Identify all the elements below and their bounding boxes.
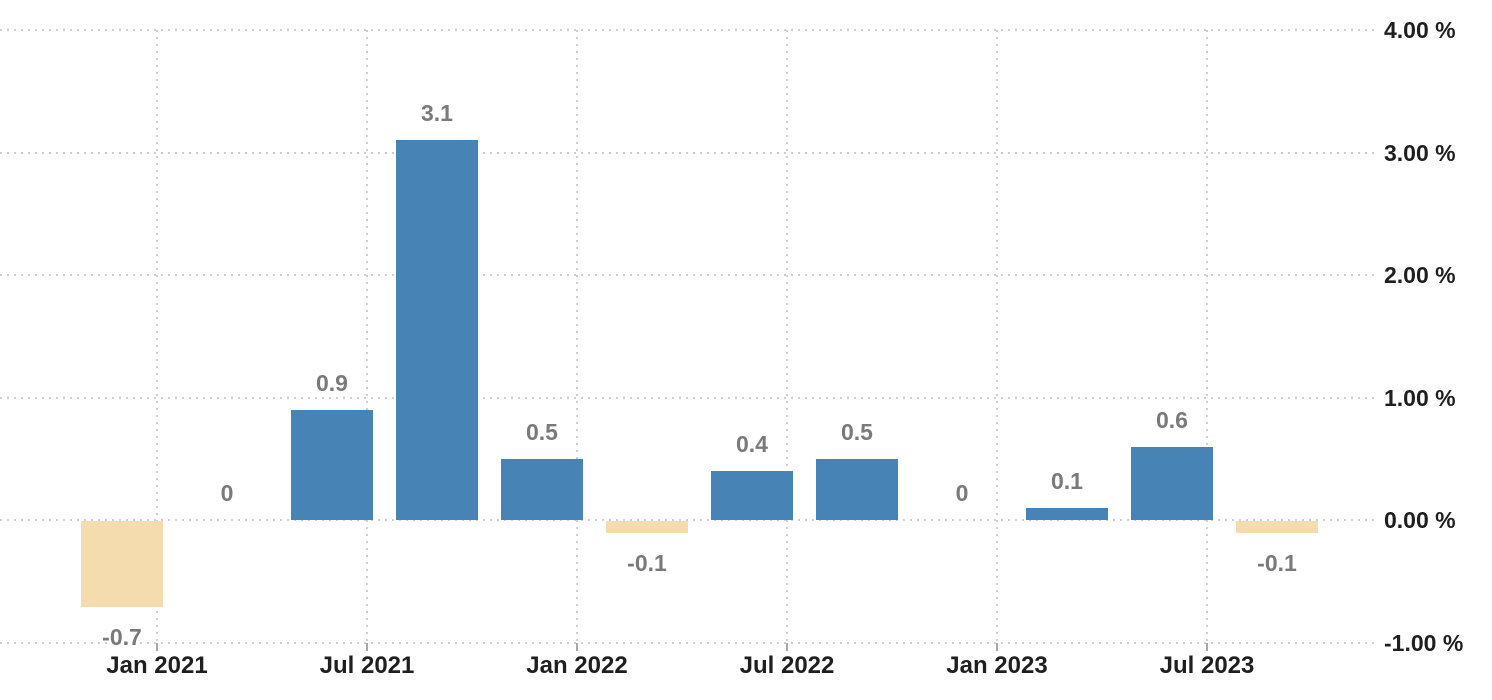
- x-axis-tick-label: Jan 2021: [106, 652, 208, 679]
- bar-value-label: 0.1: [1051, 467, 1083, 494]
- bar-positive: [396, 140, 478, 520]
- y-axis-tick-label: 3.00 %: [1384, 139, 1456, 166]
- bar-value-label: 0.5: [841, 418, 873, 445]
- x-axis-tick-label: Jul 2022: [739, 652, 835, 679]
- gridline-horizontal: [0, 29, 1377, 31]
- gridline-vertical: [366, 30, 368, 643]
- bar-positive: [291, 409, 373, 520]
- x-axis-tick-mark: [786, 643, 788, 651]
- y-axis-tick-label: -1.00 %: [1384, 629, 1464, 656]
- x-axis-tick-label: Jan 2023: [946, 652, 1048, 679]
- x-axis-tick-label: Jan 2022: [526, 652, 628, 679]
- bar-negative: [81, 521, 163, 607]
- bar-value-label: 0.5: [526, 418, 558, 445]
- bar-positive: [1131, 446, 1213, 520]
- bar-negative: [606, 521, 688, 534]
- bar-negative: [1236, 521, 1318, 534]
- gridline-vertical: [576, 30, 578, 643]
- bar-value-label: 0.9: [316, 369, 348, 396]
- bar-value-label: -0.1: [627, 550, 667, 577]
- gridline-horizontal: [0, 274, 1377, 276]
- y-axis-tick-label: 2.00 %: [1384, 262, 1456, 288]
- bar-value-label: 0.6: [1156, 406, 1188, 433]
- gridline-vertical: [996, 30, 998, 643]
- bar-value-label: 0: [220, 480, 234, 506]
- bar-value-label: 0.4: [736, 431, 768, 457]
- bar-value-label: 0: [955, 480, 969, 506]
- gridline-vertical: [1206, 30, 1208, 643]
- bar-value-label: 3.1: [421, 100, 453, 127]
- gridline-vertical: [786, 30, 788, 643]
- gridline-horizontal: [0, 151, 1377, 154]
- gridline-horizontal: [0, 396, 1377, 399]
- gridline-horizontal: [0, 641, 1377, 644]
- x-axis-tick-mark: [1206, 643, 1208, 651]
- bar-value-label: -0.1: [1257, 550, 1297, 577]
- gridline-horizontal: [0, 519, 1377, 521]
- bar-positive: [816, 458, 898, 520]
- bar-positive: [1026, 507, 1108, 520]
- gridline-vertical: [156, 30, 158, 643]
- y-axis-tick-label: 4.00 %: [1384, 17, 1456, 43]
- y-axis-tick-label: 1.00 %: [1384, 384, 1456, 411]
- x-axis-tick-label: Jul 2021: [319, 652, 415, 679]
- bar-value-label: -0.7: [102, 623, 142, 650]
- bar-positive: [711, 471, 793, 520]
- x-axis-tick-mark: [576, 643, 578, 651]
- bar-positive: [501, 458, 583, 520]
- x-axis-tick-mark: [996, 643, 998, 651]
- x-axis-tick-label: Jul 2023: [1159, 652, 1255, 679]
- x-axis-tick-mark: [366, 643, 368, 651]
- x-axis-tick-mark: [156, 643, 158, 651]
- y-axis-tick-label: 0.00 %: [1384, 507, 1456, 533]
